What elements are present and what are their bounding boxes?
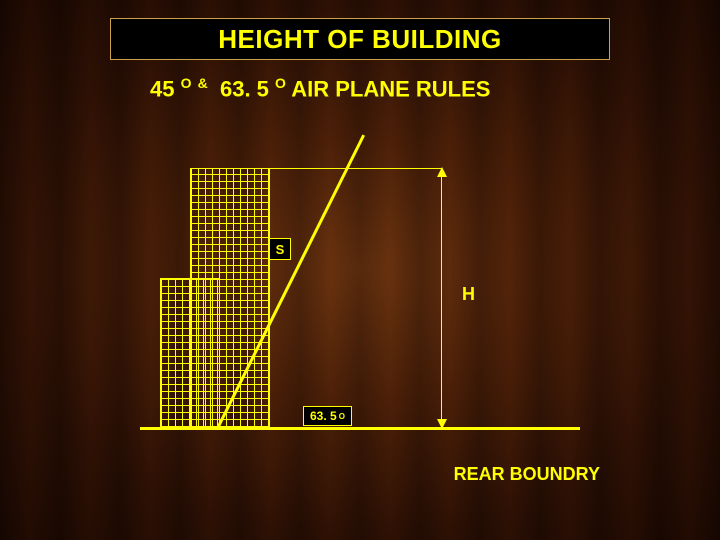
ground-line — [140, 427, 580, 430]
rear-boundary-label: REAR BOUNDRY — [454, 464, 600, 485]
dimension-top-line — [262, 168, 442, 169]
angle2-deg: O — [275, 75, 286, 91]
slide-title: HEIGHT OF BUILDING — [218, 24, 501, 55]
angle1-deg: O — [181, 75, 192, 91]
ampersand: & — [198, 75, 208, 91]
title-box: HEIGHT OF BUILDING — [110, 18, 610, 60]
subtitle-rest: AIR PLANE RULES — [291, 76, 490, 101]
angle-label-value: 63. 5 — [310, 409, 337, 423]
angle-label-box: 63. 5 O — [303, 406, 352, 426]
subtitle: 45 O & 63. 5 O AIR PLANE RULES — [150, 75, 490, 102]
angle1-value: 45 — [150, 76, 174, 101]
setback-label: S — [276, 242, 285, 257]
height-label: H — [462, 284, 475, 305]
setback-label-box: S — [269, 238, 291, 260]
diagram-area: H S 63. 5 O — [130, 130, 590, 450]
angle-label-deg: O — [339, 412, 345, 421]
dimension-height-line — [441, 168, 443, 428]
angle2-value: 63. 5 — [220, 76, 269, 101]
building-tall — [190, 168, 270, 428]
